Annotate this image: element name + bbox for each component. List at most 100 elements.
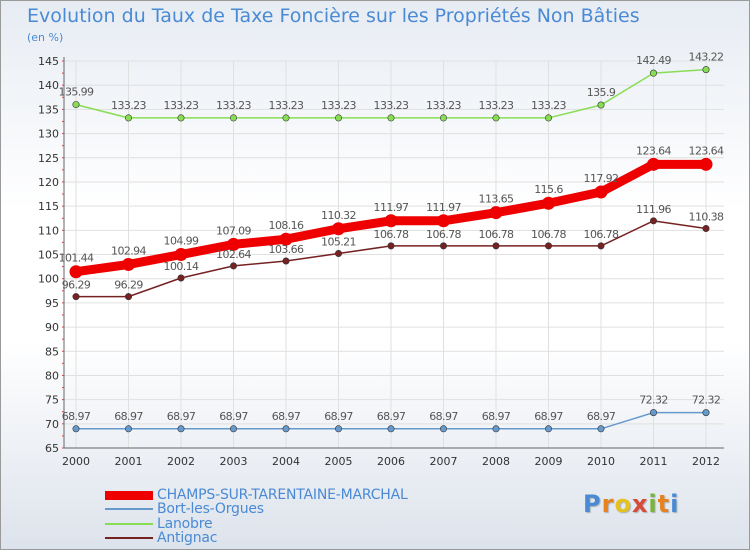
data-label: 106.78: [584, 228, 619, 241]
data-label: 133.23: [479, 99, 514, 112]
proxiti-logo: Proxiti: [583, 490, 679, 518]
data-label: 113.65: [479, 193, 514, 206]
logo-letter: P: [583, 490, 602, 518]
data-label: 117.92: [584, 172, 619, 185]
y-tick-label: 125: [38, 152, 59, 165]
data-point: [230, 114, 238, 122]
legend-item-antignac: Antignac: [105, 530, 218, 546]
data-point: [282, 425, 290, 433]
data-point: [227, 237, 240, 251]
data-point: [489, 206, 503, 220]
data-label: 68.97: [377, 410, 406, 423]
data-label: 110.32: [321, 209, 356, 222]
data-point: [125, 293, 133, 301]
logo-letter: i: [670, 490, 680, 518]
data-label: 68.97: [114, 410, 143, 423]
data-point: [594, 185, 608, 199]
data-point: [699, 157, 713, 171]
x-tick-label: 2007: [430, 455, 458, 468]
legend-swatch: [105, 523, 153, 525]
legend-item-lanobre: Lanobre: [105, 516, 213, 532]
data-label: 133.23: [531, 99, 566, 112]
data-point: [544, 425, 552, 433]
data-point: [492, 242, 500, 250]
data-point: [334, 249, 342, 257]
data-point: [332, 222, 345, 236]
x-tick-label: 2003: [220, 455, 248, 468]
data-point: [492, 114, 500, 122]
data-point: [125, 425, 133, 433]
x-tick-label: 2002: [167, 455, 195, 468]
data-point: [387, 114, 395, 122]
data-label: 110.38: [689, 210, 724, 223]
logo-letter: t: [657, 490, 671, 518]
data-label: 142.49: [636, 54, 671, 67]
y-tick-label: 135: [38, 103, 59, 116]
y-tick-label: 145: [38, 55, 59, 68]
y-tick-label: 75: [45, 394, 59, 407]
data-point: [542, 196, 555, 210]
x-tick-label: 2009: [535, 455, 563, 468]
y-tick-label: 90: [45, 321, 59, 334]
data-label: 106.78: [479, 228, 514, 241]
data-point: [387, 242, 395, 250]
y-tick-label: 70: [45, 418, 59, 431]
data-label: 133.23: [111, 99, 146, 112]
data-point: [439, 242, 447, 250]
data-point: [439, 425, 447, 433]
data-label: 107.09: [216, 224, 251, 237]
data-label: 68.97: [167, 410, 196, 423]
data-label: 143.22: [689, 51, 724, 64]
data-label: 106.78: [531, 228, 566, 241]
data-point: [125, 114, 133, 122]
data-point: [702, 66, 710, 74]
data-point: [177, 114, 185, 122]
data-point: [177, 274, 185, 282]
data-label: 105.21: [321, 235, 356, 248]
data-point: [334, 425, 342, 433]
data-label: 101.44: [59, 252, 94, 265]
data-label: 123.64: [689, 144, 724, 157]
data-label: 103.66: [269, 243, 304, 256]
y-tick-label: 115: [38, 200, 59, 213]
data-label: 133.23: [216, 99, 251, 112]
data-point: [649, 409, 657, 417]
data-label: 123.64: [636, 144, 671, 157]
data-label: 102.64: [216, 248, 251, 261]
data-point: [122, 257, 135, 271]
data-point: [492, 425, 500, 433]
data-label: 135.99: [59, 86, 94, 99]
data-point: [597, 242, 605, 250]
chart-title: Evolution du Taux de Taxe Foncière sur l…: [27, 5, 640, 27]
data-point: [279, 232, 293, 246]
data-label: 133.23: [164, 99, 199, 112]
data-point: [544, 114, 552, 122]
data-point: [597, 425, 605, 433]
y-tick-label: 65: [45, 442, 59, 455]
data-label: 68.97: [62, 410, 91, 423]
legend-label: Antignac: [157, 530, 218, 546]
data-label: 72.32: [692, 394, 721, 407]
data-point: [282, 114, 290, 122]
data-label: 96.29: [114, 279, 143, 292]
data-label: 115.6: [534, 183, 563, 196]
data-label: 133.23: [374, 99, 409, 112]
data-label: 106.78: [374, 228, 409, 241]
data-label: 96.29: [62, 279, 91, 292]
legend-item-bort: Bort-les-Orgues: [105, 501, 264, 517]
data-point: [649, 69, 657, 77]
data-point: [282, 257, 290, 265]
legend-swatch: [105, 490, 153, 500]
x-tick-label: 2008: [482, 455, 510, 468]
data-label: 111.97: [374, 201, 409, 214]
data-label: 106.78: [426, 228, 461, 241]
data-label: 68.97: [272, 410, 301, 423]
data-point: [647, 157, 660, 171]
data-label: 68.97: [219, 410, 248, 423]
data-label: 68.97: [534, 410, 563, 423]
data-point: [72, 425, 80, 433]
x-tick-label: 2000: [62, 455, 90, 468]
y-tick-label: 140: [38, 79, 59, 92]
